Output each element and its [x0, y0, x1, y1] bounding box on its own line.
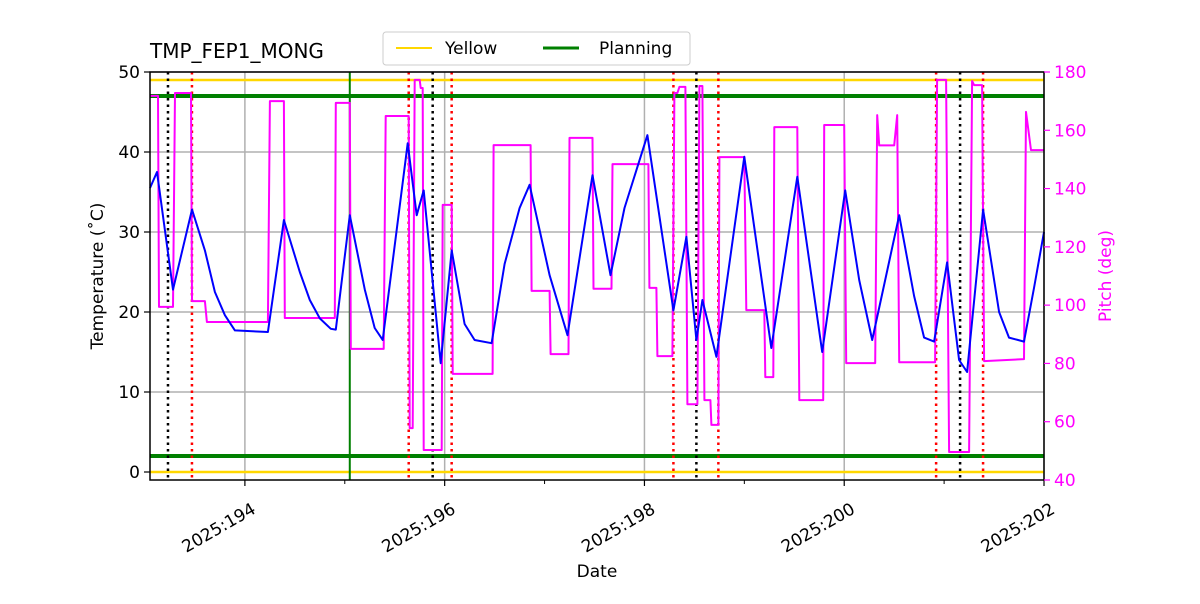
legend-frame — [382, 31, 691, 66]
legend: Yellow Planning — [382, 31, 691, 66]
x-tick-label: 2025:202 — [978, 499, 1059, 557]
x-axis: 2025:194 2025:196 2025:198 2025:200 2025:202 — [179, 480, 1059, 557]
y-tick-label: 50 — [118, 63, 140, 83]
temperature-line — [149, 134, 1045, 373]
chart-title: TMP_FEP1_MONG — [149, 39, 324, 63]
event-lines — [166, 72, 985, 480]
x-axis-label: Date — [577, 562, 618, 582]
y2-tick-label: 100 — [1054, 296, 1086, 316]
plot-frame — [149, 71, 1045, 481]
y2-tick-label: 160 — [1054, 121, 1086, 141]
legend-label-planning: Planning — [599, 39, 672, 59]
y2-tick-label: 120 — [1054, 238, 1086, 258]
x-tick-label: 2025:194 — [179, 499, 260, 557]
y-tick-label: 20 — [118, 303, 140, 323]
x-tick-label: 2025:200 — [778, 499, 859, 557]
y2-tick-label: 180 — [1054, 63, 1086, 83]
y2-axis: 40 60 80 100 120 140 160 180 — [1044, 63, 1086, 491]
limit-lines — [150, 78, 1044, 474]
y-axis-label: Temperature (˚C) — [87, 203, 108, 351]
pitch-line — [150, 78, 1044, 453]
y2-tick-label: 60 — [1054, 413, 1076, 433]
y2-tick-label: 80 — [1054, 354, 1076, 374]
legend-label-yellow: Yellow — [444, 39, 497, 59]
y-tick-label: 30 — [118, 223, 140, 243]
y-axis: 0 10 20 30 40 50 — [118, 63, 150, 483]
series — [149, 78, 1045, 453]
y2-tick-label: 40 — [1054, 471, 1076, 491]
y-tick-label: 40 — [118, 143, 140, 163]
y-tick-label: 10 — [118, 383, 140, 403]
y-tick-label: 0 — [129, 463, 140, 483]
x-tick-label: 2025:198 — [578, 499, 659, 557]
x-tick-label: 2025:196 — [379, 499, 460, 557]
y2-tick-label: 140 — [1054, 180, 1086, 200]
y2-axis-label: Pitch (deg) — [1096, 230, 1116, 322]
